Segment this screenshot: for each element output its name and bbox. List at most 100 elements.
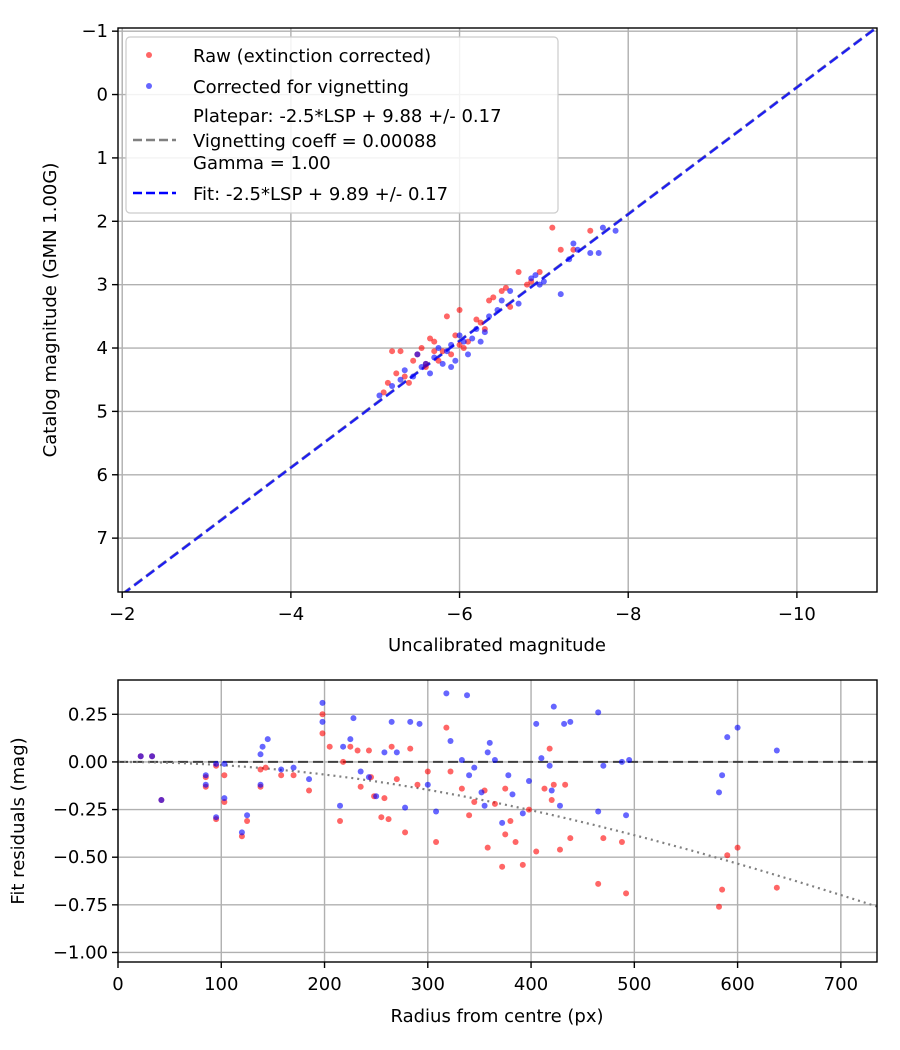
top-point-corrected xyxy=(448,341,455,348)
top-point-raw xyxy=(452,332,459,339)
top-point-raw xyxy=(397,348,404,355)
top-point-raw xyxy=(456,341,463,348)
bottom-point-corrected xyxy=(402,804,409,811)
bottom-point-corrected xyxy=(213,760,220,767)
bottom-y-tick-label: 0.25 xyxy=(68,704,108,725)
top-y-tick-label: 0 xyxy=(97,85,108,106)
bottom-point-raw xyxy=(499,863,506,870)
top-point-corrected xyxy=(456,332,463,339)
bottom-points xyxy=(137,690,780,910)
bottom-point-raw xyxy=(340,758,347,765)
top-point-corrected xyxy=(477,338,484,345)
bottom-point-corrected xyxy=(202,781,209,788)
bottom-point-corrected xyxy=(509,791,516,798)
bottom-axes-frame xyxy=(117,679,878,963)
bottom-point-corrected xyxy=(340,743,347,750)
bottom-point-corrected xyxy=(716,789,723,796)
top-point-corrected xyxy=(557,291,564,298)
top-point-corrected xyxy=(612,227,619,234)
bottom-point-corrected xyxy=(471,764,478,771)
bottom-point-raw xyxy=(502,785,509,792)
top-point-corrected xyxy=(498,297,505,304)
bottom-y-tick-label: −0.25 xyxy=(53,800,108,821)
legend: Raw (extinction corrected) Corrected for… xyxy=(125,36,559,214)
top-point-corrected xyxy=(528,275,535,282)
bottom-point-corrected xyxy=(407,718,414,725)
bottom-point-corrected xyxy=(319,699,326,706)
bottom-point-raw xyxy=(326,743,333,750)
bottom-point-corrected xyxy=(221,760,228,767)
bottom-point-raw xyxy=(414,781,421,788)
top-gridlines xyxy=(118,28,877,592)
bottom-point-raw xyxy=(507,818,514,824)
top-point-corrected xyxy=(418,364,425,371)
top-point-corrected xyxy=(401,367,408,374)
top-y-tick-label: 7 xyxy=(97,528,108,549)
top-point-corrected xyxy=(469,335,476,342)
bottom-point-raw xyxy=(546,745,553,752)
top-point-corrected xyxy=(574,246,581,253)
bottom-point-raw xyxy=(567,835,574,842)
bottom-point-raw xyxy=(600,835,607,842)
top-point-corrected xyxy=(515,300,522,307)
bottom-point-raw xyxy=(306,787,313,794)
bottom-point-raw xyxy=(533,848,540,855)
legend-marker-raw xyxy=(146,52,152,58)
top-point-raw xyxy=(507,303,514,310)
bottom-point-raw xyxy=(716,903,723,910)
legend-label-platepar-2: Vignetting coeff = 0.00088 xyxy=(193,131,437,152)
bottom-point-raw xyxy=(393,776,400,783)
legend-box xyxy=(125,36,559,214)
top-y-tick-label: 1 xyxy=(97,148,108,169)
top-point-raw xyxy=(477,319,484,326)
bottom-point-corrected xyxy=(347,736,354,743)
top-point-raw xyxy=(439,348,446,355)
bottom-point-corrected xyxy=(337,802,344,809)
bottom-y-axis-label: Fit residuals (mag) xyxy=(8,737,29,904)
top-point-corrected xyxy=(439,360,446,367)
bottom-point-raw xyxy=(484,844,491,851)
bottom-point-corrected xyxy=(618,758,625,765)
bottom-point-raw xyxy=(221,772,228,779)
bottom-x-tick-label: 700 xyxy=(824,974,858,995)
top-point-corrected xyxy=(410,373,417,380)
bottom-y-tick-label: −0.75 xyxy=(53,895,108,916)
bottom-point-raw xyxy=(562,781,569,788)
bottom-point-corrected xyxy=(561,720,568,727)
top-fit-lines xyxy=(122,28,877,592)
top-point-raw xyxy=(410,357,417,364)
bottom-point-corrected xyxy=(357,768,364,775)
bottom-point-raw xyxy=(433,838,440,845)
bottom-reference-lines xyxy=(118,760,877,908)
bottom-point-corrected xyxy=(734,724,741,731)
top-point-corrected xyxy=(595,249,602,256)
bottom-point-corrected xyxy=(137,753,144,760)
bottom-point-raw xyxy=(458,785,465,792)
top-x-axis-label: Uncalibrated magnitude xyxy=(388,635,606,656)
bottom-point-raw xyxy=(623,890,630,897)
top-point-raw xyxy=(448,351,455,358)
top-point-raw xyxy=(431,348,438,355)
bottom-point-corrected xyxy=(158,797,165,804)
bottom-x-tick-label: 400 xyxy=(514,974,548,995)
bottom-point-corrected xyxy=(724,734,731,741)
bottom-point-raw xyxy=(319,730,326,737)
bottom-point-raw xyxy=(525,806,532,813)
bottom-point-raw xyxy=(278,772,285,779)
bottom-point-corrected xyxy=(290,764,297,771)
bottom-point-corrected xyxy=(478,789,485,796)
top-point-corrected xyxy=(448,364,455,371)
bottom-point-raw xyxy=(447,768,454,775)
bottom-x-tick-label: 300 xyxy=(411,974,445,995)
bottom-point-raw xyxy=(734,844,741,851)
top-point-raw xyxy=(393,370,400,377)
bottom-point-corrected xyxy=(458,757,465,764)
bottom-point-corrected xyxy=(447,737,454,744)
bottom-point-corrected xyxy=(525,777,532,784)
top-point-corrected xyxy=(397,376,404,383)
top-point-corrected xyxy=(431,354,438,361)
top-y-tick-label: 6 xyxy=(97,465,108,486)
bottom-point-raw xyxy=(595,880,602,887)
top-point-corrected xyxy=(414,351,421,358)
